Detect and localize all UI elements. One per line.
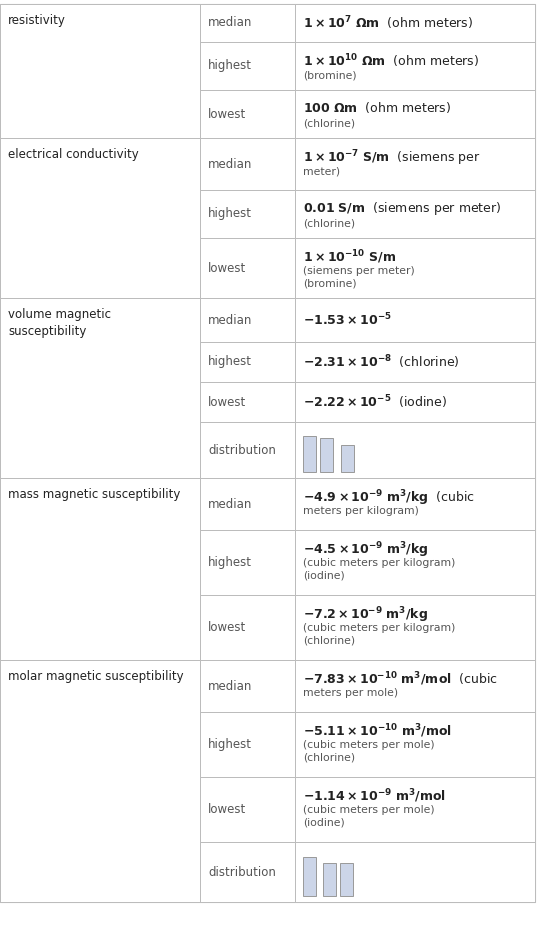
Text: (chlorine): (chlorine): [303, 118, 355, 128]
Bar: [200, 138, 295, 190]
Bar: [200, 4, 295, 42]
Bar: [295, 660, 535, 712]
Bar: [295, 382, 535, 422]
Text: $\mathbf{1\times10^{-10}\ S/m}$: $\mathbf{1\times10^{-10}\ S/m}$: [303, 248, 396, 265]
Bar: [303, 857, 316, 896]
Bar: [200, 422, 295, 478]
Bar: [295, 138, 535, 190]
Bar: [200, 595, 295, 660]
Bar: [295, 90, 535, 138]
Text: $\mathbf{-1.14\times10^{-9}\ m^3/mol}$: $\mathbf{-1.14\times10^{-9}\ m^3/mol}$: [303, 787, 446, 804]
Bar: [295, 238, 535, 298]
Bar: [295, 595, 535, 660]
Text: meters per mole): meters per mole): [303, 688, 398, 698]
Text: $\mathbf{-2.31\times10^{-8}}$  (chlorine): $\mathbf{-2.31\times10^{-8}}$ (chlorine): [303, 353, 460, 371]
Bar: [0, 298, 200, 478]
Text: $\mathbf{-4.5\times10^{-9}\ m^3/kg}$: $\mathbf{-4.5\times10^{-9}\ m^3/kg}$: [303, 540, 429, 559]
Bar: [200, 842, 295, 902]
Bar: [0, 478, 200, 660]
Bar: [200, 342, 295, 382]
Bar: [295, 842, 535, 902]
Bar: [295, 530, 535, 595]
Bar: [0, 4, 200, 138]
Bar: [341, 445, 354, 472]
Text: $\mathbf{-7.83\times10^{-10}\ m^3/mol}$  (cubic: $\mathbf{-7.83\times10^{-10}\ m^3/mol}$ …: [303, 670, 498, 687]
Text: $\mathbf{1\times10^{7}\ \Omega m}$  (ohm meters): $\mathbf{1\times10^{7}\ \Omega m}$ (ohm …: [303, 14, 473, 32]
Text: mass magnetic susceptibility: mass magnetic susceptibility: [8, 488, 180, 501]
Text: (cubic meters per kilogram)
(chlorine): (cubic meters per kilogram) (chlorine): [303, 623, 456, 645]
Text: volume magnetic
susceptibility: volume magnetic susceptibility: [8, 308, 111, 338]
Text: (cubic meters per mole)
(iodine): (cubic meters per mole) (iodine): [303, 805, 434, 828]
Text: highest: highest: [208, 207, 252, 220]
Text: (bromine): (bromine): [303, 70, 356, 80]
Bar: [200, 382, 295, 422]
Bar: [295, 4, 535, 42]
Text: $\mathbf{0.01\ S/m}$  (siemens per meter): $\mathbf{0.01\ S/m}$ (siemens per meter): [303, 200, 501, 217]
Text: molar magnetic susceptibility: molar magnetic susceptibility: [8, 670, 184, 683]
Text: $\mathbf{-5.11\times10^{-10}\ m^3/mol}$: $\mathbf{-5.11\times10^{-10}\ m^3/mol}$: [303, 722, 452, 740]
Bar: [323, 863, 336, 896]
Text: median: median: [208, 314, 252, 327]
Text: highest: highest: [208, 556, 252, 569]
Bar: [200, 190, 295, 238]
Text: highest: highest: [208, 738, 252, 751]
Bar: [200, 478, 295, 530]
Text: lowest: lowest: [208, 107, 246, 120]
Bar: [295, 478, 535, 530]
Text: median: median: [208, 158, 252, 171]
Text: $\mathbf{-7.2\times10^{-9}\ m^3/kg}$: $\mathbf{-7.2\times10^{-9}\ m^3/kg}$: [303, 605, 428, 625]
Text: meters per kilogram): meters per kilogram): [303, 506, 419, 516]
Text: $\mathbf{-2.22\times10^{-5}}$  (iodine): $\mathbf{-2.22\times10^{-5}}$ (iodine): [303, 393, 447, 411]
Text: distribution: distribution: [208, 444, 276, 457]
Bar: [295, 298, 535, 342]
Bar: [200, 777, 295, 842]
Text: median: median: [208, 17, 252, 30]
Text: (cubic meters per kilogram)
(iodine): (cubic meters per kilogram) (iodine): [303, 558, 456, 581]
Bar: [200, 90, 295, 138]
Text: lowest: lowest: [208, 621, 246, 634]
Text: (cubic meters per mole)
(chlorine): (cubic meters per mole) (chlorine): [303, 740, 434, 763]
Bar: [0, 138, 200, 298]
Text: median: median: [208, 498, 252, 511]
Text: (chlorine): (chlorine): [303, 218, 355, 228]
Text: $\mathbf{1\times10^{-7}\ S/m}$  (siemens per: $\mathbf{1\times10^{-7}\ S/m}$ (siemens …: [303, 148, 481, 167]
Bar: [295, 42, 535, 90]
Text: $\mathbf{100\ \Omega m}$  (ohm meters): $\mathbf{100\ \Omega m}$ (ohm meters): [303, 100, 451, 115]
Text: meter): meter): [303, 166, 340, 176]
Bar: [200, 42, 295, 90]
Bar: [200, 298, 295, 342]
Bar: [295, 342, 535, 382]
Text: median: median: [208, 680, 252, 692]
Bar: [0, 660, 200, 902]
Text: lowest: lowest: [208, 262, 246, 275]
Bar: [295, 777, 535, 842]
Text: $\mathbf{-1.53\times10^{-5}}$: $\mathbf{-1.53\times10^{-5}}$: [303, 312, 392, 328]
Bar: [340, 863, 353, 896]
Bar: [295, 712, 535, 777]
Bar: [200, 530, 295, 595]
Bar: [303, 435, 316, 472]
Text: resistivity: resistivity: [8, 14, 66, 27]
Text: $\mathbf{1\times10^{10}\ \Omega m}$  (ohm meters): $\mathbf{1\times10^{10}\ \Omega m}$ (ohm…: [303, 52, 479, 70]
Text: lowest: lowest: [208, 803, 246, 816]
Bar: [320, 438, 333, 472]
Bar: [295, 190, 535, 238]
Text: highest: highest: [208, 356, 252, 369]
Text: highest: highest: [208, 60, 252, 73]
Bar: [200, 238, 295, 298]
Bar: [200, 712, 295, 777]
Text: lowest: lowest: [208, 395, 246, 408]
Text: electrical conductivity: electrical conductivity: [8, 148, 139, 161]
Text: distribution: distribution: [208, 866, 276, 879]
Text: (siemens per meter)
(bromine): (siemens per meter) (bromine): [303, 266, 415, 289]
Bar: [200, 660, 295, 712]
Bar: [295, 422, 535, 478]
Text: $\mathbf{-4.9\times10^{-9}\ m^3/kg}$  (cubic: $\mathbf{-4.9\times10^{-9}\ m^3/kg}$ (cu…: [303, 488, 475, 507]
